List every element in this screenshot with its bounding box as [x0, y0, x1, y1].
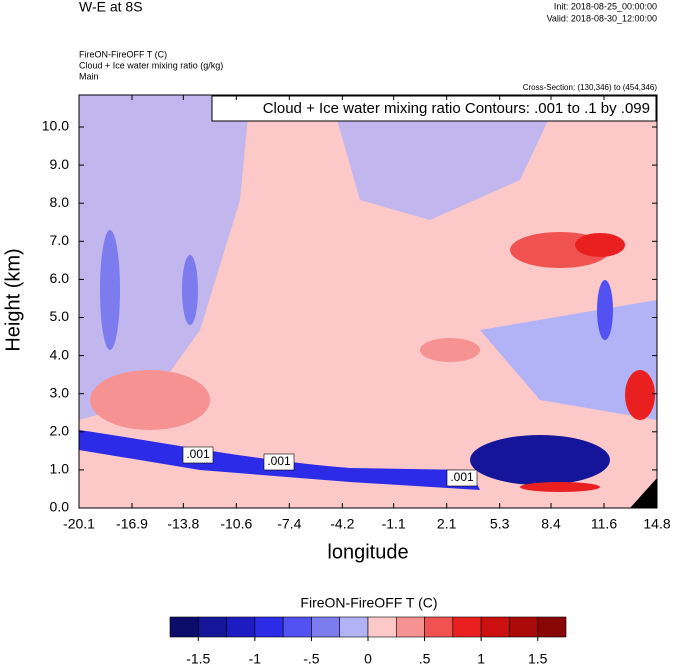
colorbar-box — [169, 616, 199, 638]
y-tick-label: 8.0 — [50, 194, 70, 210]
contour-info: Cloud + Ice water mixing ratio Contours:… — [263, 100, 650, 117]
y-tick-label: 9.0 — [50, 156, 70, 172]
colorbar-box — [395, 616, 425, 638]
contour-field — [79, 95, 657, 508]
colorbar-tick-label: -1.5 — [186, 651, 210, 667]
colorbar-box — [452, 616, 482, 638]
x-tick-label: -1.1 — [382, 516, 406, 532]
x-tick-label: -16.9 — [116, 516, 148, 532]
y-tick-label: 5.0 — [50, 308, 70, 324]
init-time: Init: 2018-08-25_00:00:00 — [554, 1, 657, 11]
contour-label-box — [446, 469, 478, 487]
y-tick-label: 7.0 — [50, 232, 70, 248]
y-tick-label: 0.0 — [50, 499, 70, 515]
x-axis-label: longitude — [327, 541, 408, 563]
y-axis-label: Height (km) — [2, 248, 24, 351]
valid-time: Valid: 2018-08-30_12:00:00 — [547, 13, 657, 23]
chart-title: W-E at 8S — [79, 0, 143, 15]
colorbar-box — [282, 616, 312, 638]
x-tick-label: 8.4 — [541, 516, 561, 532]
x-tick-label: -10.6 — [220, 516, 252, 532]
colorbar-box — [509, 616, 539, 638]
colorbar-box — [254, 616, 284, 638]
subtitle: Cloud + Ice water mixing ratio (g/kg) — [79, 60, 223, 70]
contour-label: .001 — [450, 470, 474, 484]
contour-label-box — [263, 453, 295, 471]
x-tick-label: -20.1 — [63, 516, 95, 532]
colorbar-title: FireON-FireOFF T (C) — [300, 595, 437, 611]
contour-label-box — [182, 446, 214, 464]
cross-section: Cross-Section: (130,346) to (454,346) — [523, 83, 658, 92]
y-tick-label: 10.0 — [42, 118, 69, 134]
contour-label: .001 — [267, 454, 291, 468]
y-tick-label: 2.0 — [50, 423, 70, 439]
x-tick-label: 11.6 — [591, 516, 617, 532]
y-tick-label: 1.0 — [50, 461, 70, 477]
colorbar-box — [226, 616, 256, 638]
x-tick-label: -4.2 — [330, 516, 354, 532]
x-tick-label: 5.3 — [490, 516, 510, 532]
colorbar-tick-label: .5 — [419, 651, 431, 667]
x-tick-label: -7.4 — [277, 516, 301, 532]
x-tick-label: -13.8 — [167, 516, 199, 532]
colorbar-box — [339, 616, 369, 638]
y-tick-label: 3.0 — [50, 384, 70, 400]
subtitle: FireON-FireOFF T (C) — [79, 49, 167, 59]
colorbar-box — [480, 616, 510, 638]
x-tick-label: 14.8 — [643, 516, 670, 532]
colorbar-box — [424, 616, 454, 638]
colorbar-tick-label: -.5 — [303, 651, 320, 667]
subtitle: Main — [79, 71, 99, 81]
colorbar-tick-label: 1 — [477, 651, 485, 667]
y-tick-label: 4.0 — [50, 346, 70, 362]
colorbar-tick-label: 1.5 — [528, 651, 548, 667]
x-tick-label: 2.1 — [437, 516, 457, 532]
contour-label: .001 — [186, 447, 210, 461]
colorbar-box — [537, 616, 567, 638]
colorbar-box — [367, 616, 397, 638]
colorbar-tick-label: -1 — [249, 651, 262, 667]
plot-frame — [78, 94, 658, 509]
contour-info-box — [211, 95, 657, 122]
y-tick-label: 6.0 — [50, 270, 70, 286]
colorbar-box — [311, 616, 341, 638]
colorbar-box — [197, 616, 227, 638]
colorbar-tick-label: 0 — [364, 651, 372, 667]
